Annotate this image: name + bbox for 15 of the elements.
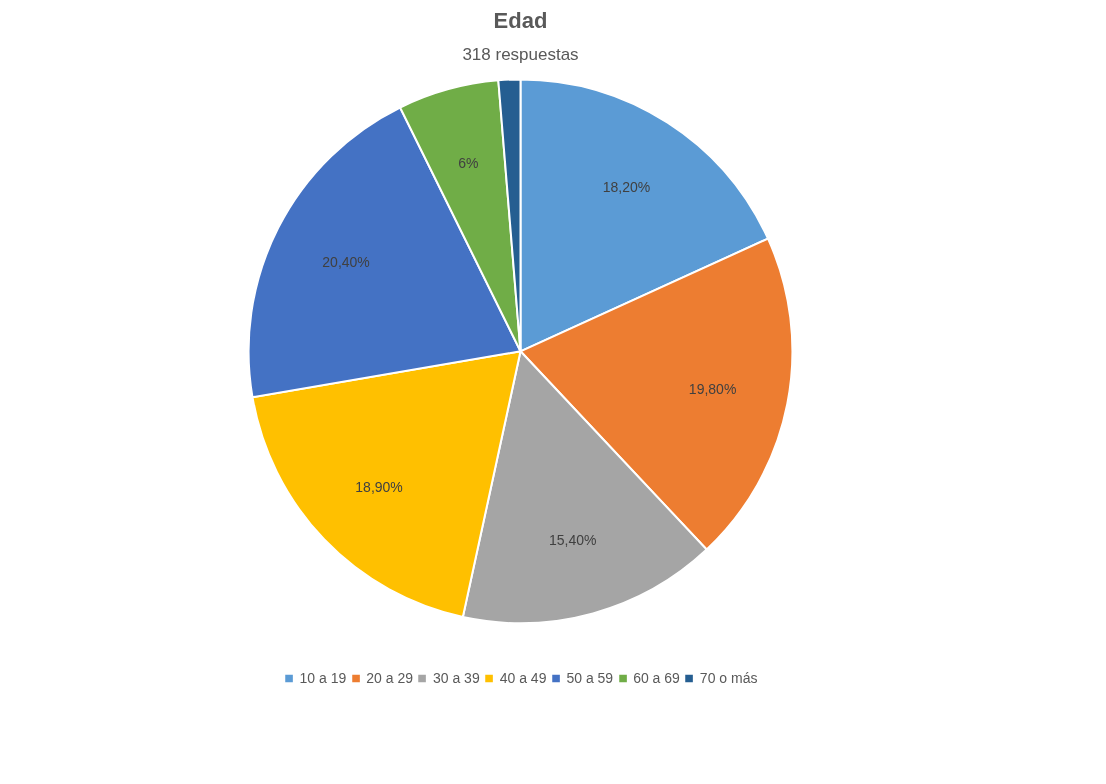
legend-label: 60 a 69 <box>633 670 680 686</box>
data-label: 18,90% <box>355 478 403 495</box>
legend-label: 70 o más <box>699 670 758 686</box>
legend-label: 10 a 19 <box>299 670 347 686</box>
chart-title: Edad <box>493 7 548 33</box>
data-label: 19,80% <box>688 381 737 398</box>
data-label: 15,40% <box>549 531 597 548</box>
data-label: 18,20% <box>602 178 651 195</box>
data-label: 20,40% <box>322 254 370 271</box>
legend-label: 40 a 49 <box>499 670 547 686</box>
legend-label: 50 a 59 <box>566 670 614 686</box>
data-label: 6% <box>458 154 479 171</box>
chart-subtitle: 318 respuestas <box>462 44 579 64</box>
legend-label: 30 a 39 <box>432 670 480 686</box>
legend-label: 20 a 29 <box>366 670 413 686</box>
